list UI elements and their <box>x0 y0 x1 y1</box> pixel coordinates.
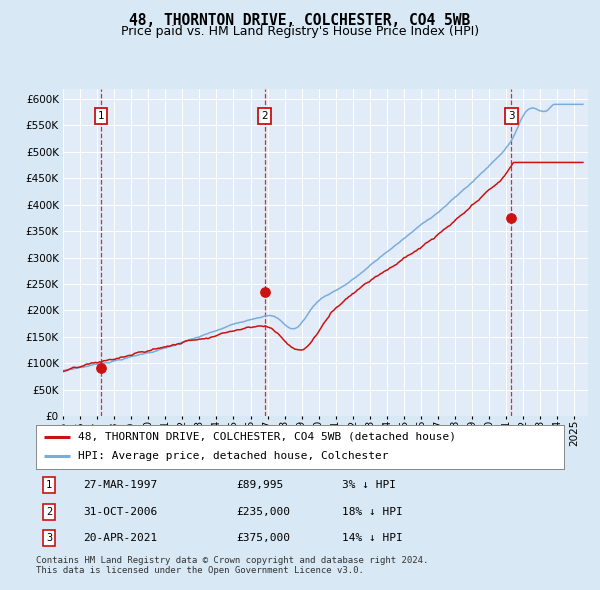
Text: HPI: Average price, detached house, Colchester: HPI: Average price, detached house, Colc… <box>78 451 389 461</box>
Text: 48, THORNTON DRIVE, COLCHESTER, CO4 5WB (detached house): 48, THORNTON DRIVE, COLCHESTER, CO4 5WB … <box>78 432 456 442</box>
Point <box>506 213 516 222</box>
Text: 3: 3 <box>46 533 52 543</box>
Text: 14% ↓ HPI: 14% ↓ HPI <box>342 533 403 543</box>
Text: £235,000: £235,000 <box>236 507 290 517</box>
Text: £375,000: £375,000 <box>236 533 290 543</box>
Text: 20-APR-2021: 20-APR-2021 <box>83 533 158 543</box>
Text: 27-MAR-1997: 27-MAR-1997 <box>83 480 158 490</box>
Text: Contains HM Land Registry data © Crown copyright and database right 2024.
This d: Contains HM Land Registry data © Crown c… <box>36 556 428 575</box>
Text: 1: 1 <box>46 480 52 490</box>
Point <box>96 363 106 373</box>
Text: 1: 1 <box>98 112 104 122</box>
Text: 31-OCT-2006: 31-OCT-2006 <box>83 507 158 517</box>
Text: 2: 2 <box>262 112 268 122</box>
Text: 2: 2 <box>46 507 52 517</box>
Text: £89,995: £89,995 <box>236 480 284 490</box>
Text: 3: 3 <box>508 112 515 122</box>
Text: Price paid vs. HM Land Registry's House Price Index (HPI): Price paid vs. HM Land Registry's House … <box>121 25 479 38</box>
Text: 18% ↓ HPI: 18% ↓ HPI <box>342 507 403 517</box>
Text: 3% ↓ HPI: 3% ↓ HPI <box>342 480 396 490</box>
Text: 48, THORNTON DRIVE, COLCHESTER, CO4 5WB: 48, THORNTON DRIVE, COLCHESTER, CO4 5WB <box>130 13 470 28</box>
Point <box>260 287 269 297</box>
